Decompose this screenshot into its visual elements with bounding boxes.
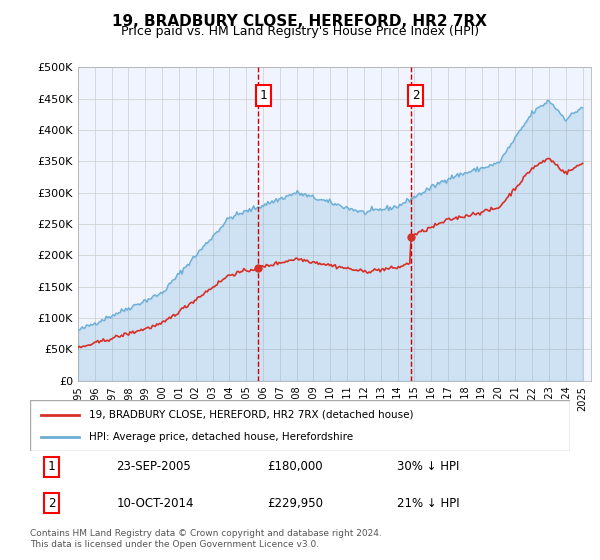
Text: 2: 2 — [412, 89, 419, 102]
Text: 30% ↓ HPI: 30% ↓ HPI — [397, 460, 460, 473]
Text: 10-OCT-2014: 10-OCT-2014 — [116, 497, 194, 510]
Text: HPI: Average price, detached house, Herefordshire: HPI: Average price, detached house, Here… — [89, 432, 353, 442]
Text: 21% ↓ HPI: 21% ↓ HPI — [397, 497, 460, 510]
Text: Contains HM Land Registry data © Crown copyright and database right 2024.
This d: Contains HM Land Registry data © Crown c… — [30, 529, 382, 549]
FancyBboxPatch shape — [30, 400, 570, 451]
Text: Price paid vs. HM Land Registry's House Price Index (HPI): Price paid vs. HM Land Registry's House … — [121, 25, 479, 38]
Text: 1: 1 — [48, 460, 55, 473]
Text: 19, BRADBURY CLOSE, HEREFORD, HR2 7RX: 19, BRADBURY CLOSE, HEREFORD, HR2 7RX — [113, 14, 487, 29]
Text: £229,950: £229,950 — [268, 497, 323, 510]
Text: 1: 1 — [260, 89, 267, 102]
Text: 19, BRADBURY CLOSE, HEREFORD, HR2 7RX (detached house): 19, BRADBURY CLOSE, HEREFORD, HR2 7RX (d… — [89, 409, 414, 419]
Text: £180,000: £180,000 — [268, 460, 323, 473]
Text: 2: 2 — [48, 497, 55, 510]
Text: 23-SEP-2005: 23-SEP-2005 — [116, 460, 191, 473]
